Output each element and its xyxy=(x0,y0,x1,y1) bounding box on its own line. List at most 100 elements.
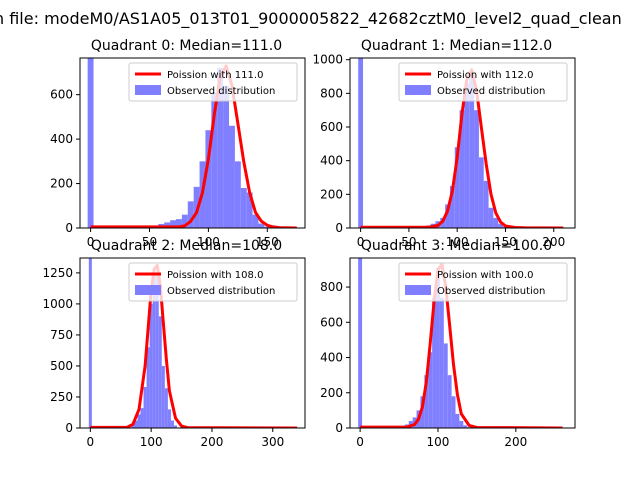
legend-box xyxy=(398,262,568,302)
quadrant-panel-1: Quadrant 1: Median=112.0 0 50 100 150 200 0 200… xyxy=(312,38,576,249)
x-tick-label: 200 xyxy=(542,235,565,249)
histogram-bar xyxy=(140,408,144,428)
legend-label: Observed distribution xyxy=(167,286,275,297)
histogram-bar xyxy=(143,387,147,428)
panel-title: Quadrant 3: Median=100.0 xyxy=(361,238,552,254)
y-tick-label: 600 xyxy=(320,120,343,134)
histogram-bar xyxy=(205,130,212,228)
x-tick-label: 50 xyxy=(401,235,416,249)
figure-suptitle: n file: modeM0/AS1A05_013T01_9000005822_… xyxy=(0,9,622,29)
y-tick-label: 1000 xyxy=(42,297,73,311)
y-tick-label: 1250 xyxy=(42,266,73,280)
x-tick-label: 150 xyxy=(494,235,517,249)
histogram-bar xyxy=(428,352,433,428)
legend: Poission with 108.0 Observed distribution xyxy=(128,262,298,302)
x-tick-label: 100 xyxy=(446,235,469,249)
histogram-bar xyxy=(459,420,464,428)
y-tick-label: 0 xyxy=(65,221,73,235)
y-tick-label: 0 xyxy=(65,421,73,435)
histogram-bar xyxy=(498,223,504,228)
histogram-bar xyxy=(181,214,188,228)
legend-box xyxy=(398,62,568,102)
histogram-bar xyxy=(478,157,484,228)
histogram-bar xyxy=(137,414,141,428)
histogram-bar xyxy=(158,316,162,428)
histogram-bar xyxy=(173,425,177,428)
histogram-bar xyxy=(451,396,456,428)
histogram-bar xyxy=(187,201,194,228)
histogram-bar xyxy=(455,413,460,428)
x-tick-label: 300 xyxy=(261,435,284,449)
plot-area-1 xyxy=(358,58,564,228)
histogram-bar xyxy=(459,110,465,228)
legend-label: Observed distribution xyxy=(437,286,545,297)
histogram-bar xyxy=(358,258,363,428)
legend-box xyxy=(128,262,298,302)
histogram-bar xyxy=(454,147,460,228)
histogram-bar xyxy=(176,219,182,228)
y-tick-label: 200 xyxy=(320,187,343,201)
legend-bar-swatch xyxy=(405,85,431,95)
histogram-bar xyxy=(161,365,165,428)
x-tick-label: 50 xyxy=(142,235,157,249)
legend: Poission with 100.0 Observed distribution xyxy=(398,262,568,302)
histogram-bar xyxy=(246,192,253,228)
legend-label: Observed distribution xyxy=(167,86,275,97)
histogram-bar xyxy=(164,388,168,428)
y-tick-label: 400 xyxy=(320,351,343,365)
histogram-bar xyxy=(439,297,444,428)
histogram-bar xyxy=(264,226,271,228)
histogram-bar xyxy=(252,214,259,228)
histogram-bar xyxy=(88,258,92,428)
legend-bar-swatch xyxy=(405,285,431,295)
y-tick-label: 250 xyxy=(50,390,73,404)
histogram-bar xyxy=(170,220,177,228)
histogram-bar xyxy=(464,83,470,228)
x-tick-label: 150 xyxy=(256,235,279,249)
histogram-bar xyxy=(223,85,230,228)
y-tick-label: 1000 xyxy=(312,53,343,67)
legend: Poission with 111.0 Observed distribution xyxy=(128,62,298,102)
legend-label: Poission with 100.0 xyxy=(437,270,533,281)
y-tick-label: 0 xyxy=(335,221,343,235)
y-tick-label: 400 xyxy=(50,132,73,146)
legend-bar-swatch xyxy=(135,285,161,295)
axes-frame xyxy=(349,257,576,429)
legend-box xyxy=(128,62,298,102)
x-tick-label: 100 xyxy=(140,435,163,449)
histogram-bar xyxy=(469,73,475,228)
histogram-bar xyxy=(164,222,171,228)
legend-label: Poission with 111.0 xyxy=(167,70,263,81)
histogram-bar xyxy=(420,396,425,428)
histogram-bar xyxy=(131,424,135,428)
x-tick-label: 200 xyxy=(201,435,224,449)
histogram-bar xyxy=(449,185,455,228)
histogram-bar xyxy=(445,204,450,228)
histogram-bar xyxy=(463,425,468,428)
histogram-bar xyxy=(493,217,499,228)
histogram-bar xyxy=(149,303,153,428)
y-tick-label: 800 xyxy=(320,280,343,294)
histogram-bar xyxy=(483,180,489,228)
x-tick-label: 0 xyxy=(87,435,95,449)
x-tick-label: 0 xyxy=(357,235,365,249)
histogram-bar xyxy=(424,375,429,428)
histogram-bar xyxy=(87,58,94,228)
y-tick-label: 600 xyxy=(320,315,343,329)
histogram-bar xyxy=(432,297,437,428)
legend: Poission with 112.0 Observed distribution xyxy=(398,62,568,102)
histogram-bar xyxy=(146,347,150,428)
x-tick-label: 0 xyxy=(356,435,364,449)
axes-frame xyxy=(349,57,576,229)
histogram-bar xyxy=(134,420,138,428)
x-tick-label: 100 xyxy=(427,435,450,449)
x-tick-label: 0 xyxy=(87,235,95,249)
panel-title: Quadrant 1: Median=112.0 xyxy=(361,38,552,54)
legend-label: Poission with 108.0 xyxy=(167,270,263,281)
y-tick-label: 400 xyxy=(320,154,343,168)
legend-label: Poission with 112.0 xyxy=(437,70,533,81)
legend-bar-swatch xyxy=(135,85,161,95)
quadrant-panel-0: Quadrant 0: Median=111.0 0 50 100 150 0 200 400… xyxy=(50,38,306,249)
legend-label: Observed distribution xyxy=(437,86,545,97)
